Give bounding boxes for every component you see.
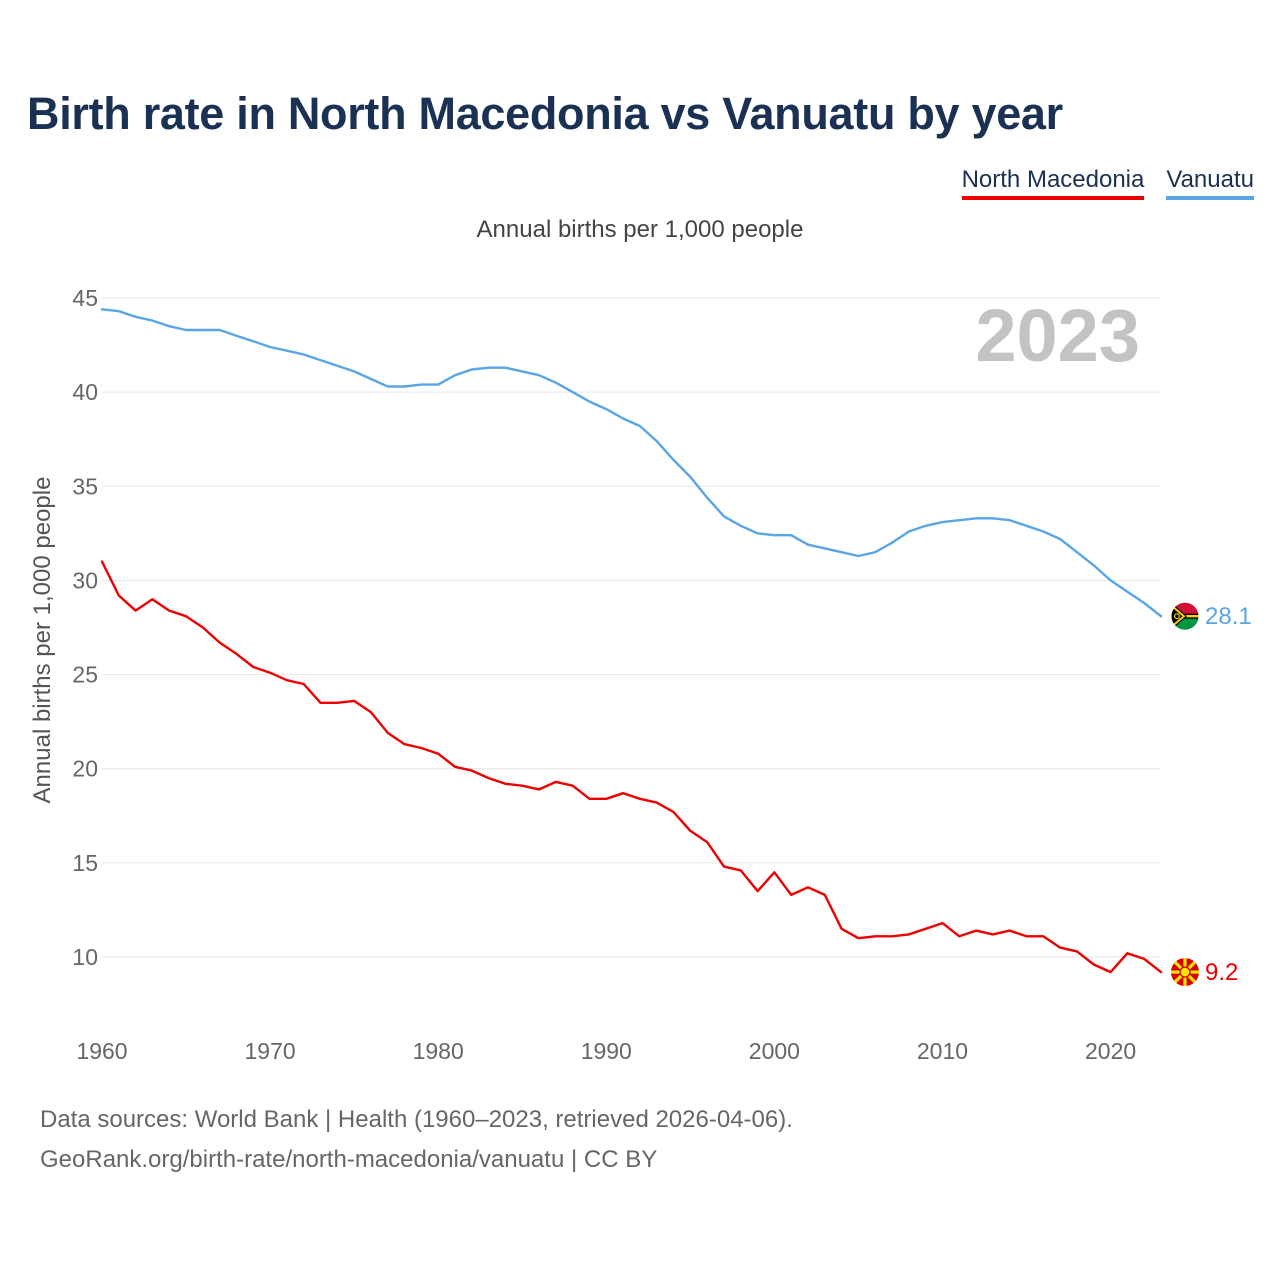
x-tick-label-1990: 1990 — [581, 1038, 632, 1064]
legend: North Macedonia Vanuatu — [961, 166, 1254, 200]
x-tick-label-1970: 1970 — [245, 1038, 296, 1064]
x-tick-label-2020: 2020 — [1085, 1038, 1136, 1064]
x-tick-label-2000: 2000 — [749, 1038, 800, 1064]
current-year-label: 2023 — [975, 294, 1140, 377]
series-line-north-macedonia — [100, 560, 1163, 974]
x-axis-ticks: 1960 1970 1980 1990 2000 2010 2020 — [76, 1038, 1136, 1064]
x-tick-label-1960: 1960 — [76, 1038, 127, 1064]
legend-item-vanuatu[interactable]: Vanuatu — [1166, 166, 1254, 200]
series-lines — [100, 308, 1163, 974]
x-tick-label-2010: 2010 — [917, 1038, 968, 1064]
north-macedonia-end-value-label: 9.2 — [1205, 959, 1238, 986]
footer-credit: GeoRank.org/birth-rate/north-macedonia/v… — [40, 1146, 658, 1173]
vanuatu-flag-icon — [1170, 601, 1200, 631]
legend-item-north-macedonia[interactable]: North Macedonia — [961, 166, 1145, 200]
north-macedonia-flag-icon — [1171, 958, 1199, 987]
y-tick-label-40: 40 — [72, 379, 98, 405]
y-tick-label-30: 30 — [72, 567, 98, 593]
y-tick-label-35: 35 — [72, 473, 98, 499]
chart-subtitle: Annual births per 1,000 people — [476, 216, 804, 243]
gridlines — [102, 297, 1161, 958]
y-tick-label-45: 45 — [72, 285, 98, 311]
y-axis-ticks: 10 15 20 25 30 35 40 45 — [72, 285, 98, 970]
y-tick-label-10: 10 — [72, 944, 98, 970]
y-tick-label-20: 20 — [72, 756, 98, 782]
x-tick-label-1980: 1980 — [413, 1038, 464, 1064]
footer-data-sources: Data sources: World Bank | Health (1960–… — [40, 1106, 793, 1133]
vanuatu-end-value-label: 28.1 — [1205, 603, 1252, 630]
y-tick-label-25: 25 — [72, 662, 98, 688]
y-tick-label-15: 15 — [72, 850, 98, 876]
series-line-vanuatu — [100, 308, 1163, 618]
chart-title: Birth rate in North Macedonia vs Vanuatu… — [27, 88, 1063, 139]
